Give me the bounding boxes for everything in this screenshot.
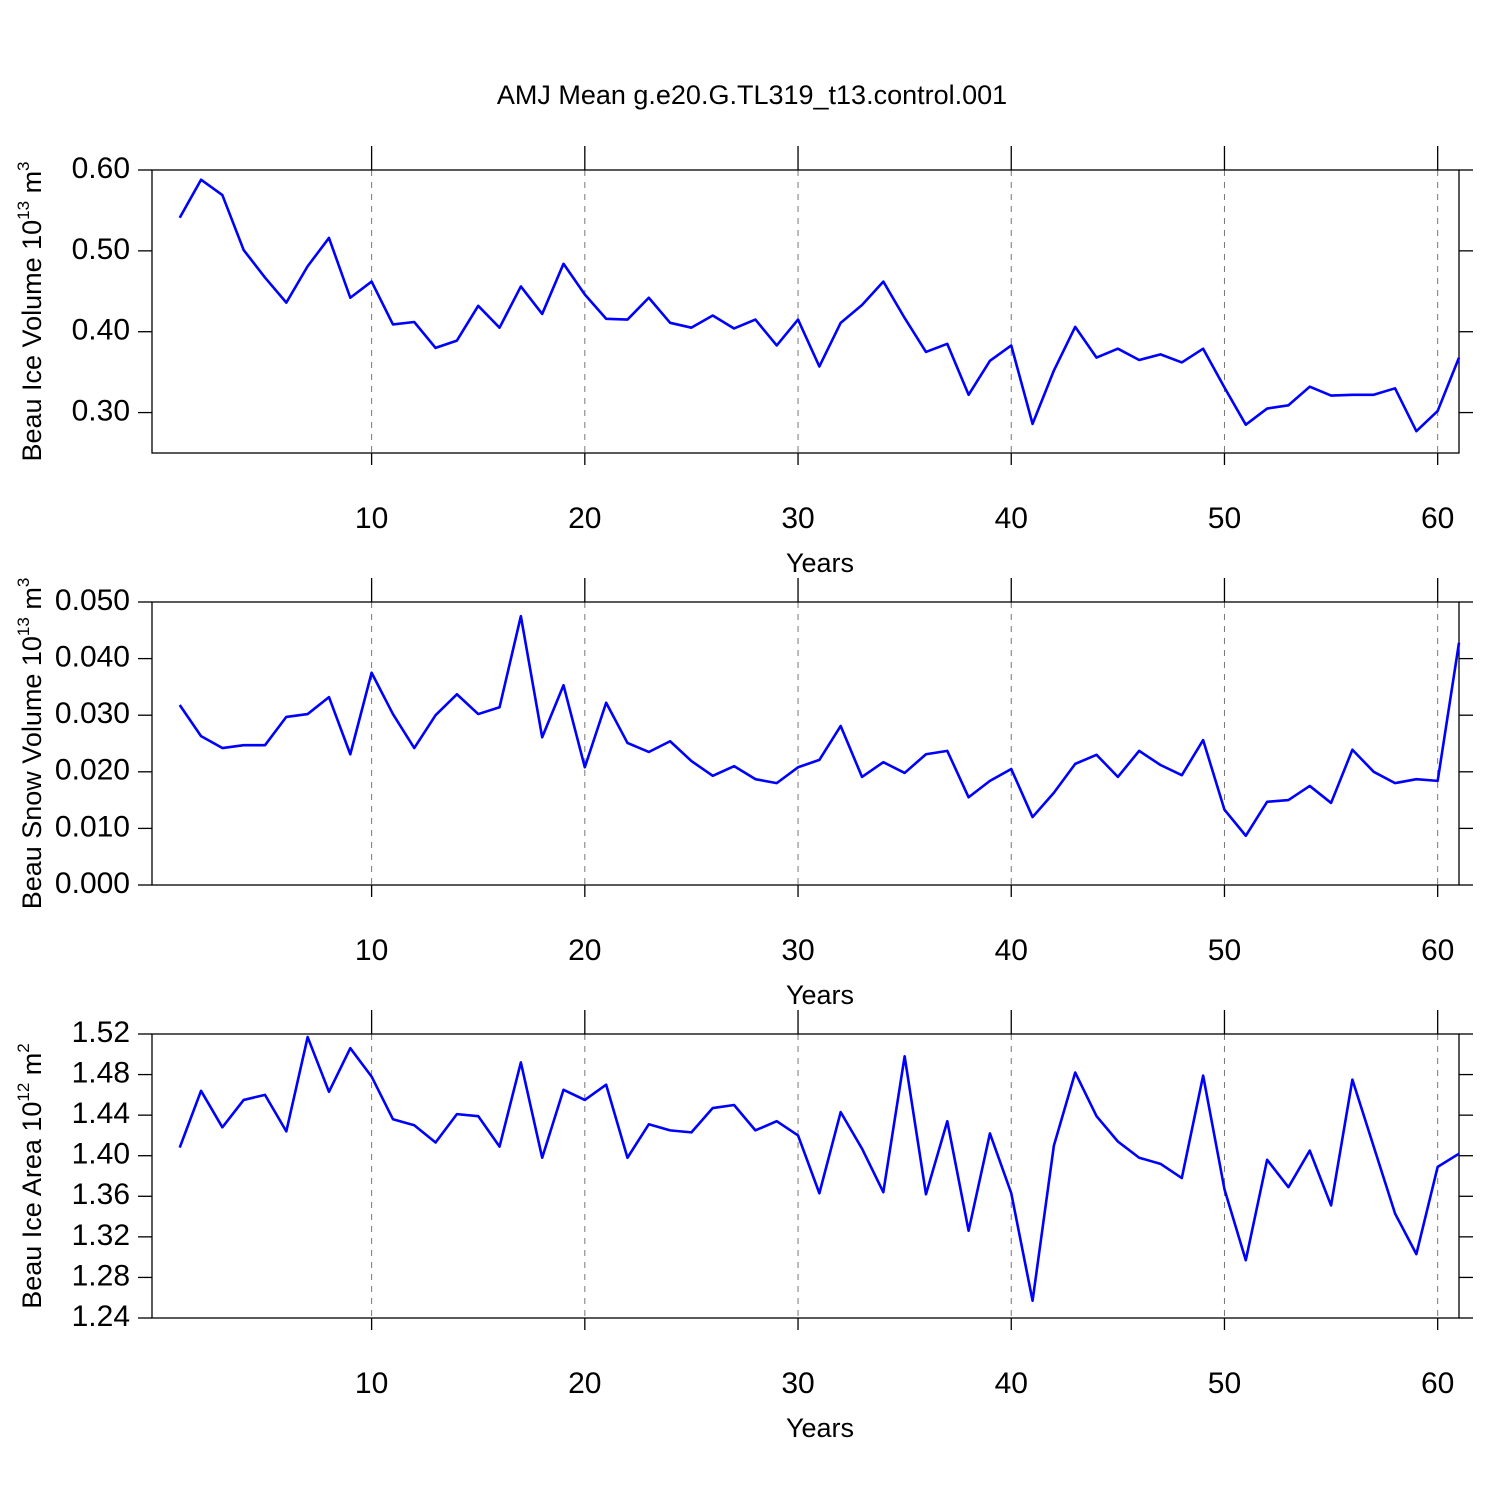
y-label-superscript: 3 [14,161,33,170]
y-label-text: m [17,1053,47,1083]
y-tick-label: 1.40 [72,1138,130,1171]
x-tick-label: 40 [995,502,1028,535]
y-label-text: Beau Ice Volume 10 [17,220,47,462]
y-tick-label: 0.020 [55,754,130,787]
plot-frame [151,169,1460,454]
x-tick-label: 60 [1421,502,1454,535]
x-tick-label: 60 [1421,1367,1454,1400]
x-tick-label: 20 [568,934,601,967]
x-axis-label: Years [786,1413,854,1443]
y-axis-label: Beau Snow Volume 1013 m3 [14,578,47,910]
y-tick-label: 1.36 [72,1178,130,1211]
x-axis-label: Years [786,548,854,578]
x-tick-label: 30 [781,1367,814,1400]
x-tick-label: 30 [781,502,814,535]
y-label-text: Beau Snow Volume 10 [17,636,47,909]
y-label-text: m [17,171,47,201]
x-tick-label: 40 [995,1367,1028,1400]
x-tick-label: 30 [781,934,814,967]
y-axis-label: Beau Ice Area 1012 m2 [14,1043,47,1309]
x-tick-label: 10 [355,502,388,535]
y-tick-label: 0.000 [55,867,130,900]
y-axis-label: Beau Ice Volume 1013 m3 [14,161,47,461]
x-tick-label: 50 [1208,1367,1241,1400]
y-label-superscript: 2 [14,1043,33,1052]
y-tick-label: 0.030 [55,697,130,730]
data-line [178,1035,1460,1303]
plot-frame [151,601,1460,886]
y-label-superscript: 12 [14,1083,33,1102]
data-line [178,178,1461,433]
y-label-superscript: 13 [14,617,33,636]
y-tick-label: 0.050 [55,584,130,617]
y-label-text: m [17,587,47,617]
x-tick-label: 60 [1421,934,1454,967]
y-tick-label: 1.24 [72,1300,130,1333]
y-tick-label: 0.040 [55,641,130,674]
y-tick-label: 1.28 [72,1259,130,1292]
x-tick-label: 40 [995,934,1028,967]
x-tick-label: 50 [1208,502,1241,535]
y-tick-label: 0.60 [72,152,130,185]
y-tick-label: 0.010 [55,810,130,843]
y-tick-label: 1.44 [72,1097,130,1130]
y-label-text: Beau Ice Area 10 [17,1102,47,1309]
x-tick-label: 10 [355,1367,388,1400]
data-line [178,614,1461,838]
x-tick-label: 10 [355,934,388,967]
x-axis-label: Years [786,980,854,1010]
y-tick-label: 0.40 [72,314,130,347]
y-tick-label: 0.30 [72,394,130,427]
chart-title: AMJ Mean g.e20.G.TL319_t13.control.001 [497,80,1007,110]
y-label-superscript: 3 [14,578,33,587]
y-tick-label: 0.50 [72,233,130,266]
y-tick-label: 1.52 [72,1016,130,1049]
plot-frame [151,1033,1460,1319]
x-tick-label: 20 [568,502,601,535]
y-tick-label: 1.48 [72,1056,130,1089]
y-label-superscript: 13 [14,201,33,220]
y-tick-label: 1.32 [72,1219,130,1252]
x-tick-label: 50 [1208,934,1241,967]
x-tick-label: 20 [568,1367,601,1400]
